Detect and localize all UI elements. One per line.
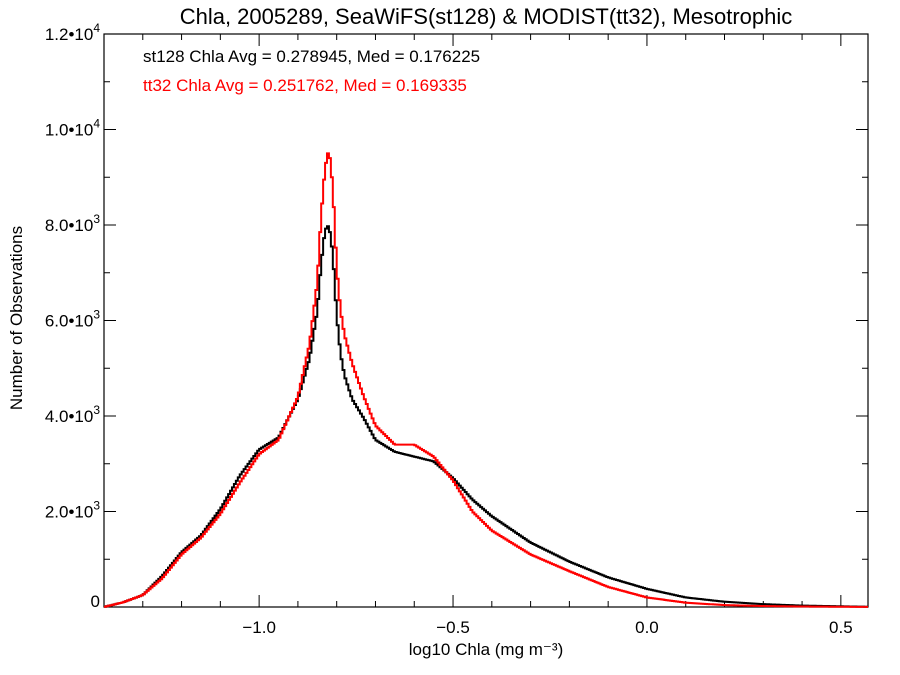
y-tick-label: 4.0•103 <box>45 403 101 426</box>
x-tick-label: −0.5 <box>436 618 470 637</box>
y-tick-label: 8.0•103 <box>45 212 101 235</box>
y-tick-label: 2.0•103 <box>45 499 101 522</box>
annotations: st128 Chla Avg = 0.278945, Med = 0.17622… <box>143 47 480 95</box>
y-tick-label: 6.0•103 <box>45 308 101 331</box>
x-axis-title: log10 Chla (mg m⁻³) <box>409 640 563 659</box>
y-axis: 0 2.0•103 4.0•103 6.0•103 8.0•103 1.0•104 1.2•… <box>45 21 868 611</box>
plot-frame <box>103 33 869 608</box>
y-axis-title: Number of Observations <box>7 226 26 410</box>
x-tick-label: 0.5 <box>829 618 853 637</box>
x-axis: −1.0 −0.5 0.0 0.5 <box>142 34 853 637</box>
x-tick-label: −1.0 <box>242 618 276 637</box>
series-layer <box>104 152 868 608</box>
y-tick-label: 1.0•104 <box>45 117 101 140</box>
stat-annotation: tt32 Chla Avg = 0.251762, Med = 0.169335 <box>143 76 467 95</box>
plot-border <box>103 33 869 608</box>
y-tick-label: 1.2•104 <box>45 21 101 44</box>
x-tick-label: 0.0 <box>635 618 659 637</box>
series-tt32-line <box>104 152 868 608</box>
y-tick-label: 0 <box>91 592 100 611</box>
series-st128-line <box>104 225 868 608</box>
stat-annotation: st128 Chla Avg = 0.278945, Med = 0.17622… <box>143 47 480 66</box>
chart-title: Chla, 2005289, SeaWiFS(st128) & MODIST(t… <box>180 4 793 29</box>
